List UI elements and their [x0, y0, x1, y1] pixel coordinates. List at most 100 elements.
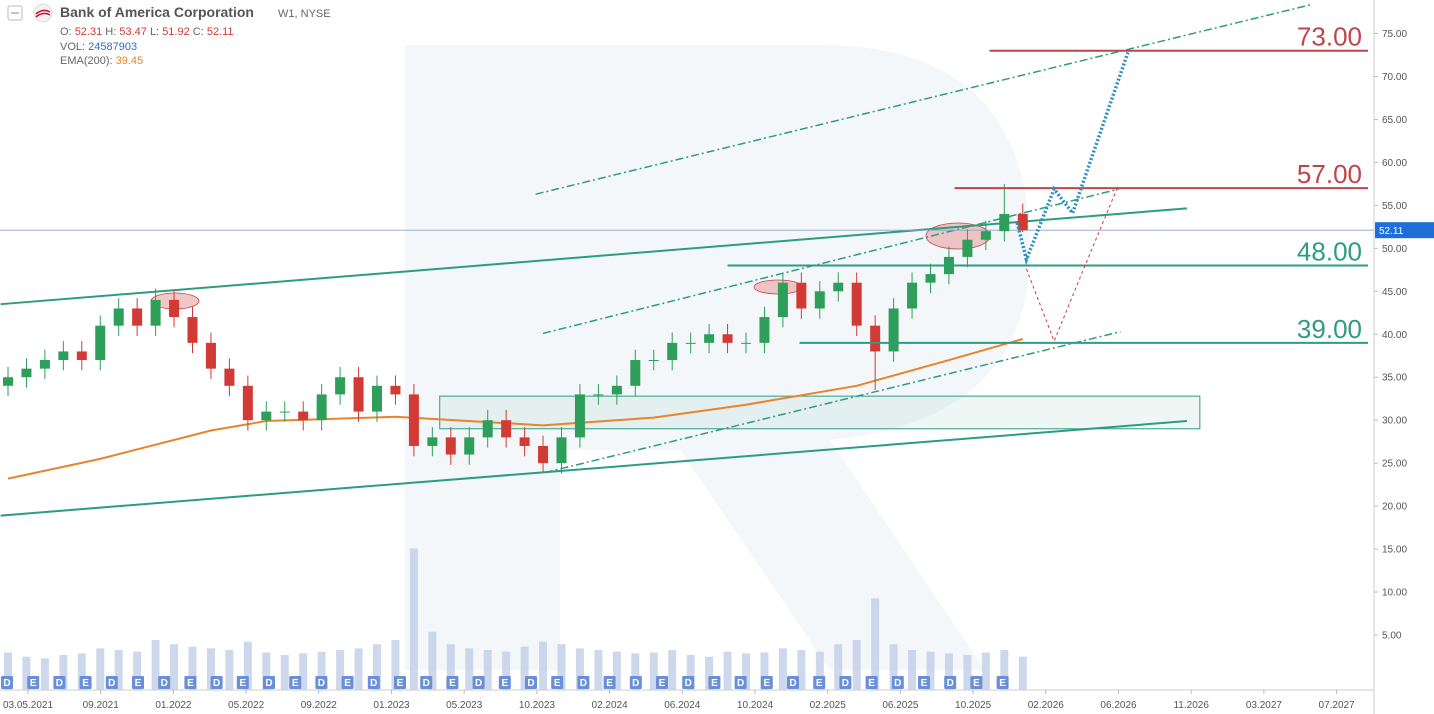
- candle-body: [593, 394, 604, 396]
- y-tick-label: 70.00: [1382, 72, 1407, 83]
- event-label: E: [30, 678, 37, 689]
- event-label: D: [737, 678, 744, 689]
- level-label: 73.00: [1297, 22, 1362, 52]
- x-tick-label: 06.2025: [882, 700, 919, 711]
- volume-bar: [889, 644, 898, 690]
- volume-bar: [926, 651, 935, 690]
- event-marker: [970, 676, 983, 689]
- candle-body: [150, 299, 161, 326]
- candle-body: [962, 239, 973, 257]
- event-label: D: [423, 678, 430, 689]
- event-marker: [263, 676, 275, 689]
- x-tick-label: 10.2025: [955, 700, 992, 711]
- x-tick-label: 05.2022: [228, 700, 265, 711]
- candle-body: [1017, 213, 1028, 231]
- x-tick-label: 01.2022: [155, 700, 192, 711]
- event-label: D: [213, 678, 220, 689]
- ohlc-value: 53.47: [119, 26, 147, 38]
- event-label: E: [501, 678, 508, 689]
- event-label: D: [685, 678, 692, 689]
- event-label: D: [475, 678, 482, 689]
- trend-line: [544, 330, 1121, 474]
- event-marker: [367, 676, 380, 689]
- volume-bar: [908, 650, 917, 690]
- level-label: 48.00: [1297, 237, 1362, 267]
- event-label: D: [580, 678, 587, 689]
- candle-body: [980, 231, 991, 240]
- y-tick-label: 25.00: [1382, 459, 1407, 470]
- event-marker: [498, 676, 511, 689]
- y-tick-label: 35.00: [1382, 373, 1407, 384]
- candle-body: [704, 334, 715, 343]
- x-tick-label: 02.2024: [592, 700, 629, 711]
- volume-bar: [649, 652, 658, 690]
- volume-bar: [446, 644, 455, 690]
- event-label: E: [397, 678, 404, 689]
- candle-body: [574, 394, 585, 438]
- event-marker: [708, 676, 721, 689]
- candle-body: [667, 342, 678, 361]
- event-marker: [944, 676, 957, 689]
- x-tick-label: 02.2025: [810, 700, 847, 711]
- event-marker: [236, 676, 249, 689]
- candle-body: [390, 385, 401, 395]
- event-marker: [734, 676, 747, 689]
- event-marker: [472, 676, 485, 689]
- volume-bar: [594, 650, 603, 690]
- event-marker: [551, 676, 564, 689]
- event-marker: [682, 676, 695, 689]
- event-marker: [603, 676, 616, 689]
- y-tick-label: 5.00: [1382, 631, 1402, 642]
- candle-body: [445, 437, 456, 455]
- event-label: E: [239, 678, 246, 689]
- event-label: D: [370, 678, 377, 689]
- y-tick-label: 45.00: [1382, 287, 1407, 298]
- y-tick-label: 10.00: [1382, 588, 1407, 599]
- level-label: 57.00: [1297, 159, 1362, 189]
- volume-bar: [834, 644, 843, 690]
- event-label: D: [108, 678, 115, 689]
- x-tick-label: 09.2021: [83, 700, 120, 711]
- volume-bar: [188, 646, 197, 690]
- ema-value: 39.45: [116, 55, 144, 67]
- x-tick-label: 03.2027: [1246, 700, 1283, 711]
- y-tick-label: 30.00: [1382, 416, 1407, 427]
- event-label: D: [842, 678, 849, 689]
- event-marker: [629, 676, 642, 689]
- timeframe: W1, NYSE: [278, 8, 331, 20]
- volume-bar: [852, 640, 861, 690]
- candle-body: [907, 282, 918, 309]
- volume-bar: [243, 641, 252, 690]
- volume-bar: [871, 598, 880, 690]
- candle-body: [21, 368, 32, 378]
- x-tick-label: 06.2024: [664, 700, 701, 711]
- event-label: E: [292, 678, 299, 689]
- candle-body: [538, 445, 549, 464]
- event-marker: [839, 676, 852, 689]
- event-label: D: [318, 678, 325, 689]
- last-price-label: 52.11: [1379, 226, 1404, 237]
- candle-body: [648, 360, 659, 362]
- volume-bar: [299, 653, 308, 690]
- volume-bar: [391, 640, 400, 690]
- event-label: E: [868, 678, 875, 689]
- event-marker: [158, 676, 171, 689]
- candle-body: [39, 360, 50, 369]
- candle-body: [482, 420, 493, 438]
- plot: D E D E D E D E D E D E D E D E D E D E D E D E D E D E D E D E D E D E D E E 7…: [0, 3, 1374, 690]
- x-tick-label: 11.2026: [1173, 700, 1209, 711]
- volume-bar: [1018, 656, 1027, 690]
- event-marker: [996, 676, 1009, 689]
- candle-body: [925, 274, 936, 283]
- event-label: E: [554, 678, 561, 689]
- trend-line: [542, 188, 1119, 335]
- volume-bar: [483, 650, 492, 690]
- ema-info: EMA(200): 39.45: [60, 55, 143, 67]
- candle-body: [95, 325, 106, 361]
- candle-body: [3, 377, 13, 386]
- volume-bar: [170, 644, 179, 690]
- y-tick-label: 50.00: [1382, 244, 1407, 255]
- candle-body: [372, 385, 382, 412]
- event-marker: [105, 676, 118, 689]
